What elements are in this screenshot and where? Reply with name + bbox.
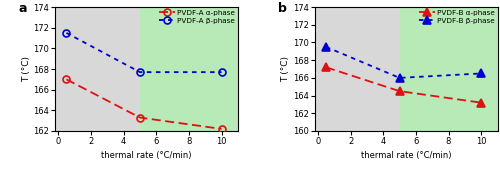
- PVDF-A α-phase: [137, 116, 143, 119]
- PVDF-A β-phase: [218, 71, 224, 73]
- Y-axis label: T (°C): T (°C): [22, 56, 30, 82]
- Line: PVDF-B α-phase: PVDF-B α-phase: [322, 63, 485, 107]
- PVDF-B β-phase: [396, 77, 402, 79]
- Text: b: b: [278, 2, 287, 15]
- PVDF-B α-phase: [478, 102, 484, 104]
- PVDF-A α-phase: [218, 128, 224, 130]
- PVDF-B α-phase: [396, 90, 402, 92]
- PVDF-B β-phase: [478, 72, 484, 75]
- Line: PVDF-A α-phase: PVDF-A α-phase: [63, 76, 225, 132]
- Line: PVDF-A β-phase: PVDF-A β-phase: [63, 29, 225, 76]
- Bar: [55, 7, 140, 131]
- PVDF-A α-phase: [64, 78, 70, 80]
- Bar: [140, 7, 238, 131]
- Legend: PVDF-B α-phase, PVDF-B β-phase: PVDF-B α-phase, PVDF-B β-phase: [418, 9, 496, 24]
- Y-axis label: T (°C): T (°C): [282, 56, 290, 82]
- Legend: PVDF-A α-phase, PVDF-A β-phase: PVDF-A α-phase, PVDF-A β-phase: [158, 9, 236, 24]
- Bar: [400, 7, 498, 131]
- PVDF-B β-phase: [323, 46, 329, 48]
- Bar: [314, 7, 400, 131]
- Text: a: a: [18, 2, 27, 15]
- Line: PVDF-B β-phase: PVDF-B β-phase: [322, 43, 485, 82]
- PVDF-A β-phase: [137, 71, 143, 73]
- PVDF-B α-phase: [323, 66, 329, 68]
- X-axis label: thermal rate (°C/min): thermal rate (°C/min): [101, 151, 192, 160]
- PVDF-A β-phase: [64, 32, 70, 34]
- X-axis label: thermal rate (°C/min): thermal rate (°C/min): [361, 151, 452, 160]
